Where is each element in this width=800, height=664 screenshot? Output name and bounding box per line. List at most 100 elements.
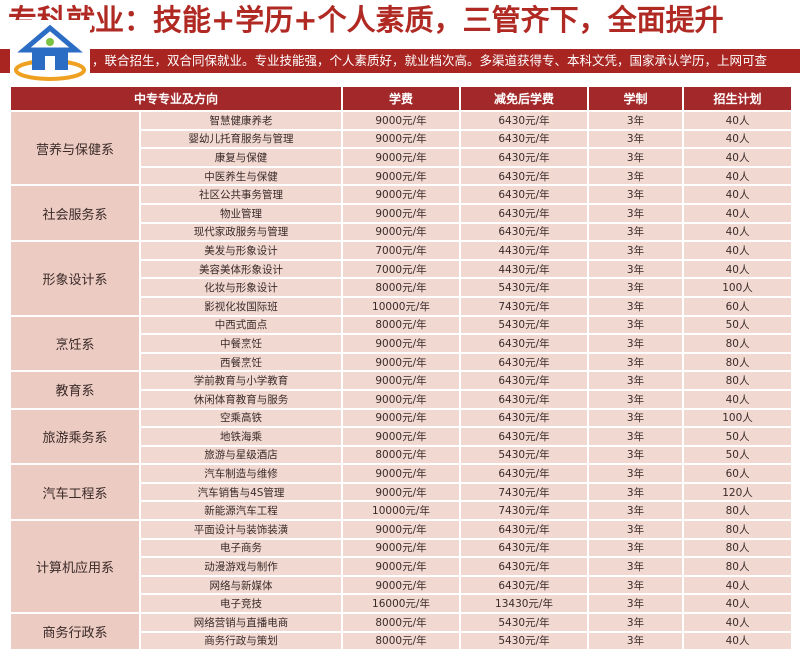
cell: 3年 [587,184,685,205]
cell: 6430元/年 [459,407,590,429]
cell: 9000元/年 [341,110,462,131]
table-row: 旅游与星级酒店 8000元/年 5430元/年 3年 50人 [10,444,794,466]
table-row: 西餐烹饪 9000元/年 6430元/年 3年 80人 [10,351,794,373]
cell: 9000元/年 [341,537,462,559]
cell: 3年 [587,370,685,391]
cell: 9000元/年 [341,351,462,373]
column-header: 中专专业及方向 [8,85,344,112]
cell: 化妆与形象设计 [138,277,344,298]
cell: 80人 [682,519,794,540]
cell: 中医养生与保健 [138,165,344,187]
cell: 40人 [682,147,794,168]
department: 社会服务系 [9,184,141,243]
cell: 120人 [682,481,794,503]
cell: 6430元/年 [459,184,590,205]
table-row: 教育系 学前教育与小学教育 9000元/年 6430元/年 3年 80人 [9,370,794,410]
cell: 3年 [587,463,685,484]
department: 汽车工程系 [9,463,141,522]
cell: 中西式面点 [138,314,344,336]
cell: 3年 [587,110,685,131]
cell: 3年 [587,240,685,261]
cell: 汽车制造与维修 [138,463,344,484]
cell: 3年 [587,519,685,540]
cell: 50人 [682,426,794,447]
cell: 7000元/年 [341,240,462,261]
cell: 3年 [587,277,685,298]
cell: 动漫游戏与制作 [138,556,344,577]
cell: 网络营销与直播电商 [138,612,344,633]
cell: 100人 [682,407,794,429]
cell: 6430元/年 [459,165,590,187]
cell: 中餐烹饪 [138,333,344,354]
cell: 40人 [682,630,794,652]
cell: 60人 [682,463,794,484]
department: 计算机应用系 [9,519,141,615]
table-row: 中餐烹饪 9000元/年 6430元/年 3年 80人 [10,333,794,354]
cell: 50人 [682,444,794,466]
cell: 电子竞技 [138,593,344,615]
cell: 6430元/年 [459,202,590,224]
cell: 现代家政服务与管理 [138,221,344,243]
cell: 40人 [682,388,794,410]
subtitle: ，联合招生，双合同保就业。专业技能强，个人素质好，就业档次高。多渠道获得专、本科… [0,49,800,73]
cell: 40人 [682,574,794,596]
cell: 3年 [587,481,685,503]
table-row: 营养与保健系 智慧健康养老 9000元/年 6430元/年 3年 40人 [9,109,794,187]
cell: 40人 [682,258,794,280]
table-row: 美容美体形象设计 7000元/年 4430元/年 3年 40人 [10,258,794,280]
cell: 40人 [682,110,794,131]
cell: 3年 [587,612,685,633]
tuition-table: 中专专业及方向 学费 减免后学费 学制 招生计划 营养与保健系 智慧健康养老 9000元/年… [8,85,794,652]
cell: 50人 [682,314,794,336]
cell: 9000元/年 [341,333,462,354]
cell: 40人 [682,165,794,187]
cell: 6430元/年 [459,351,590,373]
cell: 9000元/年 [341,519,462,540]
table-row: 电子商务 9000元/年 6430元/年 3年 80人 [10,537,794,559]
cell: 3年 [587,537,685,559]
cell: 40人 [682,184,794,205]
cell: 3年 [587,426,685,447]
cell: 3年 [587,147,685,168]
title: 专科就业：技能+学历+个人素质，三管齐下，全面提升 [8,3,724,37]
cell: 电子商务 [138,537,344,559]
cell: 60人 [682,295,794,317]
department: 旅游乘务系 [9,407,141,466]
cell: 5430元/年 [459,314,590,336]
cell: 3年 [587,221,685,243]
cell: 4430元/年 [459,240,590,261]
table-row: 商务行政系 网络营销与直播电商 8000元/年 5430元/年 3年 40人 [9,612,794,652]
cell: 汽车销售与4S管理 [138,481,344,503]
cell: 6430元/年 [459,333,590,354]
cell: 40人 [682,202,794,224]
cell: 40人 [682,221,794,243]
cell: 4430元/年 [459,258,590,280]
cell: 7430元/年 [459,481,590,503]
cell: 8000元/年 [341,444,462,466]
cell: 8000元/年 [341,277,462,298]
cell: 新能源汽车工程 [138,500,344,522]
cell: 旅游与星级酒店 [138,444,344,466]
cell: 80人 [682,370,794,391]
cell: 6430元/年 [459,110,590,131]
column-header: 招生计划 [682,85,794,112]
cell: 13430元/年 [459,593,590,615]
cell: 6430元/年 [459,388,590,410]
cell: 40人 [682,612,794,633]
cell: 9000元/年 [341,370,462,391]
cell: 80人 [682,351,794,373]
cell: 9000元/年 [341,556,462,577]
cell: 6430元/年 [459,147,590,168]
cell: 5430元/年 [459,277,590,298]
cell: 美发与形象设计 [138,240,344,261]
cell: 6430元/年 [459,426,590,447]
cell: 80人 [682,333,794,354]
cell: 3年 [587,630,685,652]
cell: 9000元/年 [341,574,462,596]
cell: 80人 [682,537,794,559]
cell: 7000元/年 [341,258,462,280]
table-row: 中医养生与保健 9000元/年 6430元/年 3年 40人 [10,165,794,187]
table-row: 形象设计系 美发与形象设计 7000元/年 4430元/年 3年 40人 [9,240,794,317]
cell: 9000元/年 [341,165,462,187]
cell: 3年 [587,165,685,187]
